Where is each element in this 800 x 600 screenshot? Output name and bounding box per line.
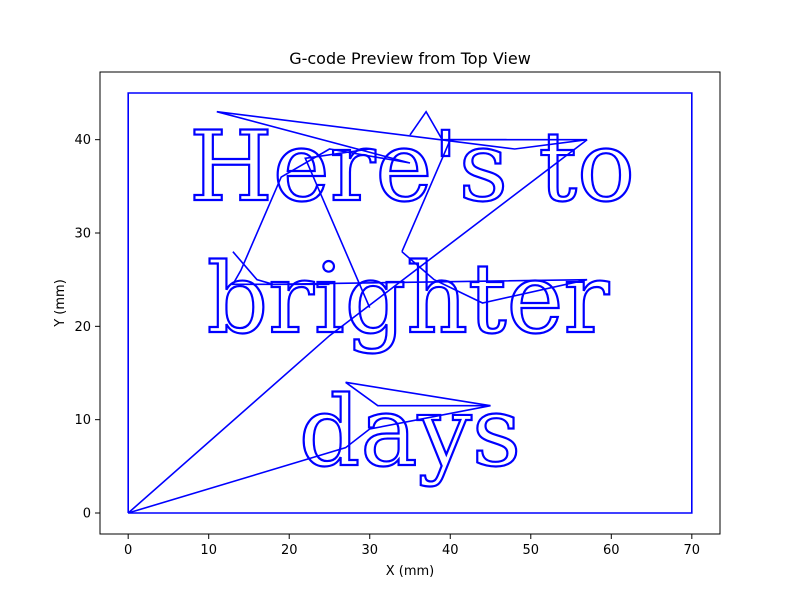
travel-path-6 [409,110,507,141]
x-tick-label: 50 [523,543,540,558]
travel-path-2 [345,381,491,407]
x-tick-label: 70 [684,543,701,558]
travel-path-7 [304,148,371,309]
x-tick-label: 40 [442,543,459,558]
travel-path-4 [232,251,588,304]
y-tick-label: 10 [74,413,91,428]
x-axis-ticks: 0 10 20 30 40 50 60 70 [124,534,700,558]
engraved-text-line-1: Here's to [189,111,635,223]
travel-path-3 [127,139,588,514]
plot-frame [99,71,721,535]
y-axis-ticks: 0 10 20 30 40 [74,133,100,522]
x-tick-label: 20 [281,543,298,558]
y-tick-label: 20 [74,320,91,335]
y-tick-label: 30 [74,227,91,242]
chart-title: G-code Preview from Top View [289,49,531,68]
y-tick-label: 40 [74,133,91,148]
x-tick-label: 0 [124,543,132,558]
travel-paths [127,110,588,514]
engraved-text-line-3: days [299,376,521,488]
y-axis-label: Y (mm) [53,279,68,328]
machine-border-path [127,92,693,514]
x-tick-label: 10 [200,543,217,558]
travel-path-5 [216,110,588,286]
travel-path-1 [127,381,491,514]
y-tick-label: 0 [83,507,91,522]
x-axis-label: X (mm) [386,564,435,579]
x-tick-label: 60 [603,543,620,558]
x-tick-label: 30 [361,543,378,558]
plot-content: Here's to brighter days [127,92,693,514]
engraved-text-line-2: brighter [207,243,610,355]
